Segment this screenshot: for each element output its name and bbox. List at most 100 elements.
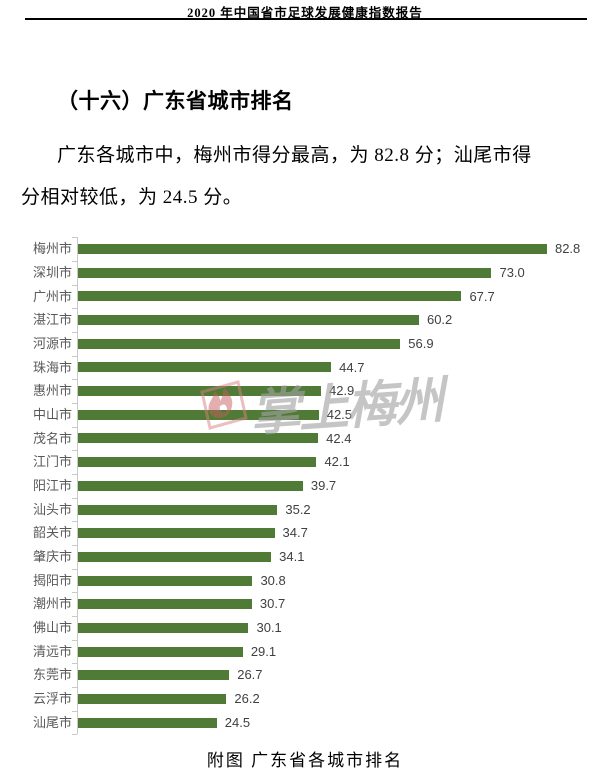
chart-row: 揭阳市 30.8	[0, 569, 610, 593]
value-label: 44.7	[339, 359, 365, 375]
body-paragraph-line-2: 分相对较低，为 24.5 分。	[21, 187, 243, 208]
bar	[78, 551, 272, 562]
axis-tick	[72, 568, 77, 570]
chart-row: 汕头市 35.2	[0, 498, 610, 522]
category-label: 东莞市	[32, 667, 72, 683]
axis-tick	[72, 616, 77, 617]
value-label: 30.7	[259, 596, 286, 612]
category-label: 惠州市	[32, 383, 72, 399]
axis-tick	[72, 639, 77, 641]
value-label: 26.2	[234, 691, 260, 707]
bar	[78, 622, 249, 633]
bar	[78, 457, 317, 468]
category-label: 江门市	[32, 454, 72, 470]
bar	[78, 599, 252, 610]
axis-tick	[72, 497, 77, 499]
chart-row: 广州市 67.7	[0, 285, 610, 309]
axis-tick	[72, 284, 77, 286]
axis-tick	[72, 308, 77, 310]
chart-row: 珠海市 44.7	[0, 356, 610, 380]
category-label: 汕尾市	[32, 714, 72, 730]
bar	[78, 504, 278, 515]
bar	[78, 362, 332, 373]
value-label: 35.2	[285, 501, 311, 517]
category-label: 河源市	[32, 335, 72, 351]
category-label: 肇庆市	[32, 548, 72, 564]
chart-row: 阳江市 39.7	[0, 474, 610, 498]
chart-row: 东莞市 26.7	[0, 663, 610, 687]
category-label: 佛山市	[32, 620, 72, 635]
bar	[78, 244, 547, 255]
bar	[78, 693, 227, 704]
chart-row: 江门市 42.1	[0, 450, 610, 474]
bar	[78, 409, 319, 420]
value-label: 60.2	[426, 312, 453, 328]
value-label: 42.5	[326, 406, 353, 422]
chart-row: 深圳市 73.0	[0, 261, 610, 285]
axis-tick	[72, 521, 77, 523]
axis-tick	[72, 237, 77, 239]
category-label: 中山市	[32, 406, 72, 422]
axis-tick	[72, 355, 77, 357]
chart-row: 云浮市 26.2	[0, 687, 610, 711]
category-label: 潮州市	[32, 596, 72, 612]
chart-row: 韶关市 34.7	[0, 521, 610, 545]
bar	[78, 315, 419, 326]
chart-row: 潮州市 30.7	[0, 592, 610, 616]
chart-row: 湛江市 60.2	[0, 308, 610, 332]
value-label: 30.8	[260, 572, 286, 588]
axis-tick	[72, 710, 77, 712]
bar	[78, 338, 401, 349]
chart-caption: 附图 广东省各城市排名	[206, 751, 404, 770]
value-label: 82.8	[554, 241, 581, 257]
category-label: 茂名市	[32, 430, 72, 446]
axis-tick	[72, 379, 77, 381]
axis-tick	[72, 450, 77, 452]
bar	[78, 575, 253, 586]
bar	[78, 386, 321, 397]
section-title: （十六）广东省城市排名	[57, 90, 294, 113]
category-axis-line	[77, 237, 78, 734]
bar	[78, 480, 303, 491]
bar	[78, 267, 492, 278]
value-label: 34.1	[279, 548, 305, 564]
category-label: 清远市	[32, 643, 72, 659]
bar	[78, 717, 217, 728]
value-label: 29.1	[250, 643, 277, 659]
value-label: 39.7	[310, 477, 337, 493]
chart-row: 茂名市 42.4	[0, 427, 610, 451]
chart-row: 佛山市 30.1	[0, 616, 610, 640]
value-label: 73.0	[499, 264, 525, 280]
bar	[78, 433, 319, 444]
bar	[78, 291, 462, 302]
category-label: 揭阳市	[32, 572, 72, 588]
value-label: 24.5	[224, 714, 251, 730]
chart-row: 河源市 56.9	[0, 332, 610, 356]
category-label: 梅州市	[32, 241, 72, 257]
axis-tick	[72, 426, 77, 428]
header-rule	[25, 18, 587, 20]
value-label: 26.7	[237, 667, 263, 683]
value-label: 30.1	[256, 620, 282, 635]
axis-tick	[72, 331, 77, 333]
page-header: 2020 年中国省市足球发展健康指数报告	[187, 6, 423, 20]
category-label: 韶关市	[32, 525, 72, 541]
category-label: 阳江市	[32, 477, 72, 493]
category-label: 珠海市	[32, 359, 72, 375]
value-label: 67.7	[469, 288, 495, 304]
category-label: 深圳市	[32, 264, 72, 280]
chart-row: 中山市 42.5	[0, 403, 610, 427]
category-label: 广州市	[32, 288, 72, 304]
axis-tick	[72, 663, 77, 665]
chart-row: 汕尾市 24.5	[0, 711, 610, 735]
category-label: 湛江市	[32, 312, 72, 328]
chart-row: 梅州市 82.8	[0, 237, 610, 261]
axis-tick	[72, 260, 77, 262]
value-label: 42.9	[328, 383, 355, 399]
chart-row: 肇庆市 34.1	[0, 545, 610, 569]
axis-tick	[72, 544, 77, 546]
axis-tick	[72, 734, 77, 736]
bar-chart: 梅州市 82.8 深圳市 73.0 广州市 67.7 湛江市 60.2 河源市 56.9 珠海市 44…	[0, 236, 610, 741]
axis-tick	[72, 473, 77, 475]
